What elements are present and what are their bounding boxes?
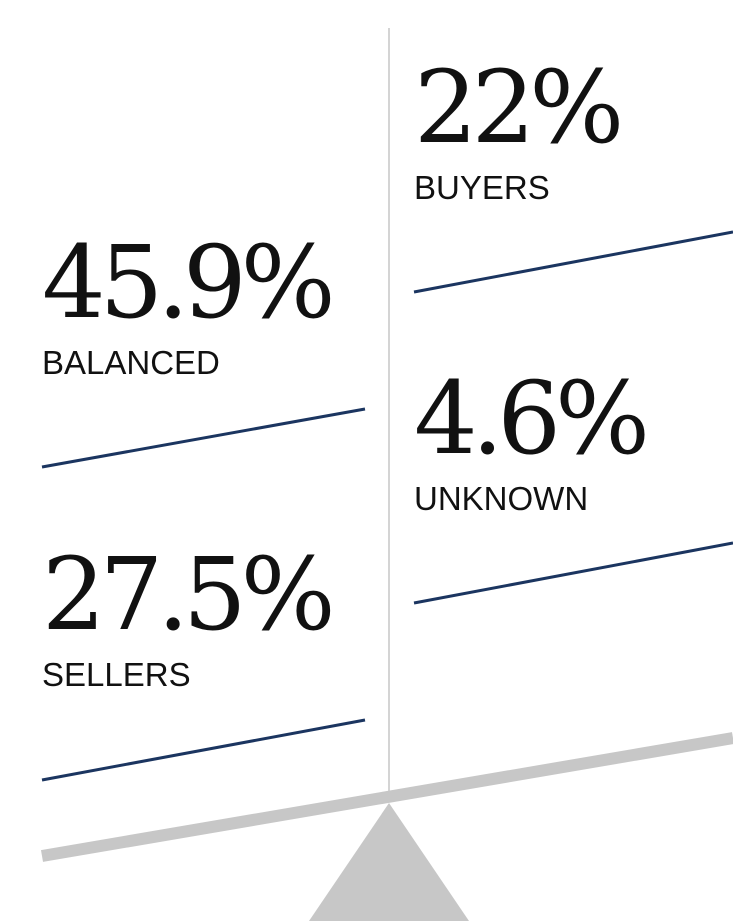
balanced-label: BALANCED xyxy=(42,344,220,381)
stat-buyers: 22% BUYERS xyxy=(414,49,624,206)
buyers-percentage: 22% xyxy=(414,49,624,166)
underline-balanced xyxy=(41,407,366,469)
stat-sellers: 27.5% SELLERS xyxy=(42,536,336,693)
sellers-label: SELLERS xyxy=(42,656,191,693)
scale-fulcrum xyxy=(309,803,469,921)
underline-unknown xyxy=(413,541,733,605)
unknown-label: UNKNOWN xyxy=(414,480,589,517)
scale-beam xyxy=(40,732,733,862)
underline-sellers xyxy=(41,718,366,782)
stat-unknown: 4.6% UNKNOWN xyxy=(414,360,650,517)
balanced-percentage: 45.9% xyxy=(42,224,336,341)
stat-balanced: 45.9% BALANCED xyxy=(42,224,336,381)
unknown-percentage: 4.6% xyxy=(414,360,650,477)
underline-buyers xyxy=(413,230,733,294)
buyers-label: BUYERS xyxy=(414,169,550,206)
sellers-percentage: 27.5% xyxy=(42,536,336,653)
